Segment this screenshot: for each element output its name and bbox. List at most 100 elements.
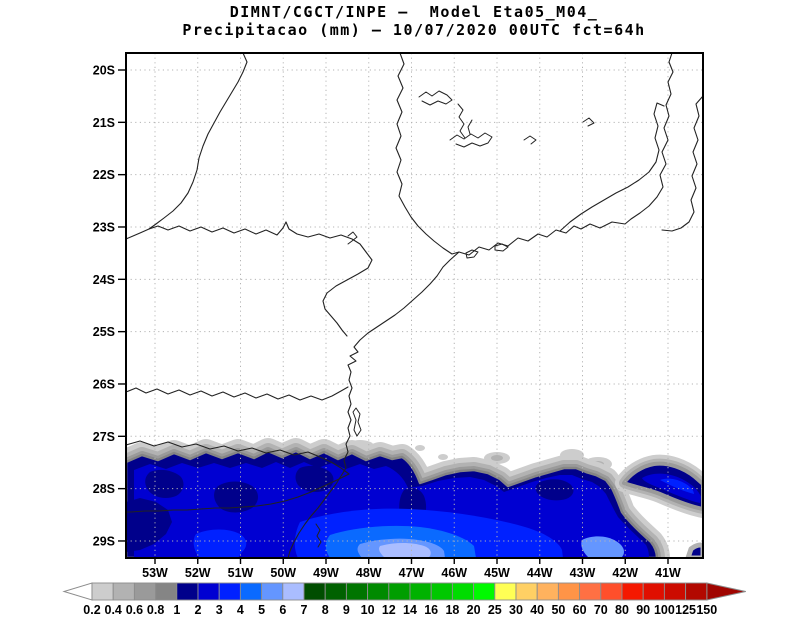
geography-outlines bbox=[126, 53, 703, 558]
reservoir-outlines bbox=[347, 90, 595, 245]
state-border-ms-sp bbox=[126, 53, 248, 240]
lat-tick-label: 27S bbox=[93, 430, 115, 444]
precip-gray-patch bbox=[415, 445, 425, 451]
colorbar-label: 18 bbox=[445, 603, 459, 617]
colorbar-label: 0.8 bbox=[147, 603, 164, 617]
state-border-sc-rs bbox=[126, 440, 350, 475]
colorbar-label: 10 bbox=[361, 603, 375, 617]
lon-tick-label: 49W bbox=[313, 566, 339, 580]
colorbar-segment bbox=[345, 582, 369, 601]
longitude-axis: 53W 52W 51W 50W 49W 48W 47W 46W 45W 44W 43W 42W 41W bbox=[142, 558, 681, 580]
precip-5mm-region bbox=[581, 536, 624, 557]
colorbar-segment bbox=[282, 582, 305, 601]
state-border-pr-sc bbox=[126, 386, 349, 401]
colorbar-segment bbox=[663, 582, 687, 601]
colorbar-segment bbox=[218, 582, 241, 601]
colorbar-label: 30 bbox=[509, 603, 523, 617]
colorbar-segment bbox=[91, 582, 114, 601]
colorbar-right-arrow bbox=[706, 582, 746, 601]
lat-tick-label: 29S bbox=[93, 534, 115, 548]
precip-gray-patch bbox=[438, 454, 448, 460]
lon-tick-label: 48W bbox=[356, 566, 382, 580]
colorbar-legend: 0.2 0.4 0.6 0.8 1 2 3 4 5 6 7 8 9 10 12 14 16 18 20 25 30 40 5… bbox=[62, 582, 746, 617]
precip-corner-blob bbox=[685, 542, 703, 558]
lat-tick-label: 26S bbox=[93, 377, 115, 391]
colorbar-label: 20 bbox=[467, 603, 481, 617]
colorbar-segment bbox=[600, 582, 623, 601]
lat-tick-label: 23S bbox=[93, 220, 115, 234]
colorbar-label: 0.2 bbox=[83, 603, 100, 617]
map-frame bbox=[125, 52, 704, 559]
colorbar-segment bbox=[536, 582, 559, 601]
colorbar-segment bbox=[197, 582, 220, 601]
island-outlines bbox=[315, 243, 509, 548]
colorbar-label: 80 bbox=[615, 603, 629, 617]
colorbar-segment bbox=[303, 582, 326, 601]
lon-tick-label: 44W bbox=[527, 566, 553, 580]
colorbar-label: 4 bbox=[237, 603, 244, 617]
colorbar-segment bbox=[155, 582, 178, 601]
lat-tick-label: 25S bbox=[93, 325, 115, 339]
colorbar-label: 40 bbox=[530, 603, 544, 617]
precip-ne-blob-core bbox=[660, 478, 694, 494]
colorbar-label: 50 bbox=[551, 603, 565, 617]
colorbar-label: 150 bbox=[696, 603, 717, 617]
precipitation-shading bbox=[126, 438, 703, 558]
colorbar-label: 9 bbox=[343, 603, 350, 617]
river-uruguai bbox=[126, 473, 350, 513]
lat-tick-label: 21S bbox=[93, 116, 115, 130]
colorbar-segment bbox=[494, 582, 517, 601]
colorbar-segment bbox=[642, 582, 665, 601]
colorbar-label: 8 bbox=[322, 603, 329, 617]
precip-navy-island bbox=[535, 479, 574, 501]
lon-tick-label: 52W bbox=[185, 566, 211, 580]
colorbar-segment bbox=[239, 582, 263, 601]
lon-tick-label: 46W bbox=[441, 566, 467, 580]
colorbar-segment bbox=[621, 582, 644, 601]
colorbar-label: 100 bbox=[654, 603, 675, 617]
colorbar-segment bbox=[261, 582, 284, 601]
colorbar-segment bbox=[430, 582, 453, 601]
state-border-mg-sp bbox=[395, 53, 460, 255]
colorbar-segment bbox=[112, 582, 135, 601]
state-border-mg-rj bbox=[559, 102, 665, 232]
colorbar-label: 70 bbox=[594, 603, 608, 617]
colorbar-segment bbox=[409, 582, 432, 601]
coastline-es bbox=[661, 95, 703, 232]
precip-navy-island bbox=[214, 481, 258, 513]
title-line-1: DIMNT/CGCT/INPE — Model Eta05_M04_ bbox=[229, 3, 599, 21]
lon-tick-label: 42W bbox=[612, 566, 638, 580]
precip-6mm-region bbox=[379, 543, 431, 557]
colorbar-label: 90 bbox=[636, 603, 650, 617]
colorbar-label: 16 bbox=[424, 603, 438, 617]
colorbar-label: 6 bbox=[279, 603, 286, 617]
colorbar-label: 7 bbox=[301, 603, 308, 617]
lat-tick-label: 24S bbox=[93, 273, 115, 287]
colorbar-segment bbox=[388, 582, 411, 601]
colorbar-segment bbox=[557, 582, 581, 601]
lat-tick-label: 28S bbox=[93, 482, 115, 496]
colorbar-label: 125 bbox=[675, 603, 696, 617]
colorbar-segment bbox=[451, 582, 475, 601]
colorbar-label: 3 bbox=[216, 603, 223, 617]
colorbar-segment bbox=[324, 582, 347, 601]
colorbar-label: 2 bbox=[195, 603, 202, 617]
colorbar-label: 60 bbox=[573, 603, 587, 617]
lon-tick-label: 41W bbox=[655, 566, 681, 580]
precip-ne-blob-core bbox=[642, 473, 701, 503]
lat-tick-label: 22S bbox=[93, 168, 115, 182]
colorbar-segment bbox=[515, 582, 538, 601]
colorbar-label: 5 bbox=[258, 603, 265, 617]
lon-tick-label: 53W bbox=[142, 566, 168, 580]
colorbar-label: 14 bbox=[403, 603, 417, 617]
colorbar-segment bbox=[473, 582, 496, 601]
colorbar-label: 25 bbox=[488, 603, 502, 617]
lon-tick-label: 47W bbox=[399, 566, 425, 580]
colorbar-label: 0.4 bbox=[105, 603, 122, 617]
colorbar-left-arrow bbox=[62, 582, 93, 601]
colorbar-segment bbox=[579, 582, 602, 601]
colorbar-segment bbox=[133, 582, 157, 601]
figure-title: DIMNT/CGCT/INPE — Model Eta05_M04_ Preci… bbox=[14, 3, 800, 39]
